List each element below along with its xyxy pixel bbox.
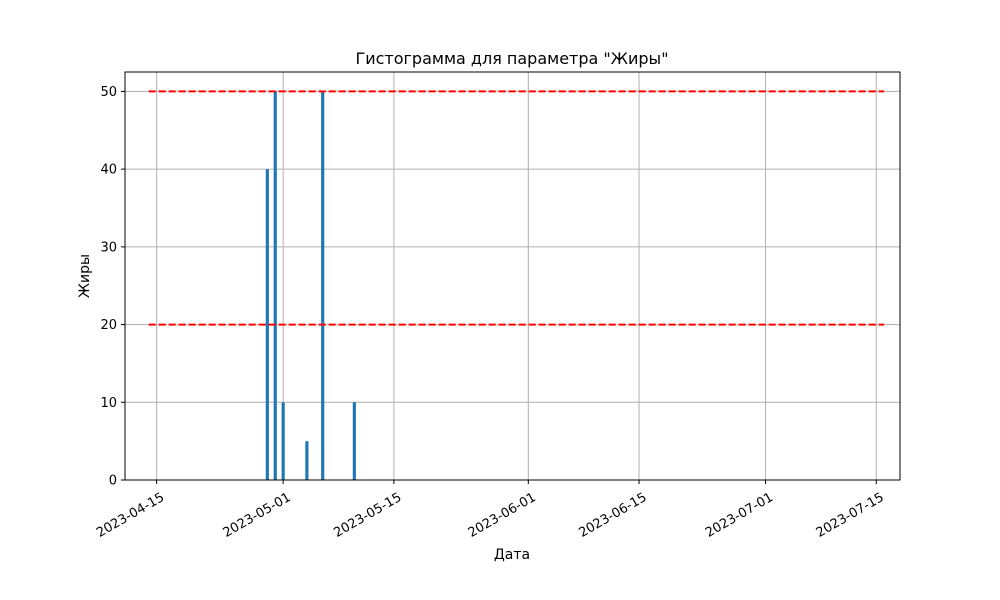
- y-tick-label: 0: [109, 474, 117, 489]
- y-tick-label: 30: [100, 240, 117, 255]
- y-tick-label: 10: [100, 396, 117, 411]
- bar: [305, 441, 309, 480]
- y-axis-label: Жиры: [77, 254, 93, 298]
- bar: [321, 91, 325, 480]
- bar: [265, 169, 269, 480]
- y-tick-label: 20: [100, 318, 117, 333]
- plot-frame: [124, 71, 901, 481]
- y-tick-label: 40: [100, 163, 117, 178]
- chart-title: Гистограмма для параметра "Жиры": [355, 49, 668, 68]
- bar: [273, 91, 277, 480]
- x-axis-label: Дата: [494, 547, 530, 563]
- threshold-lines: [148, 90, 885, 326]
- bar: [352, 402, 356, 480]
- bars: [265, 91, 356, 480]
- y-tick-label: 50: [100, 85, 117, 100]
- bar: [281, 402, 285, 480]
